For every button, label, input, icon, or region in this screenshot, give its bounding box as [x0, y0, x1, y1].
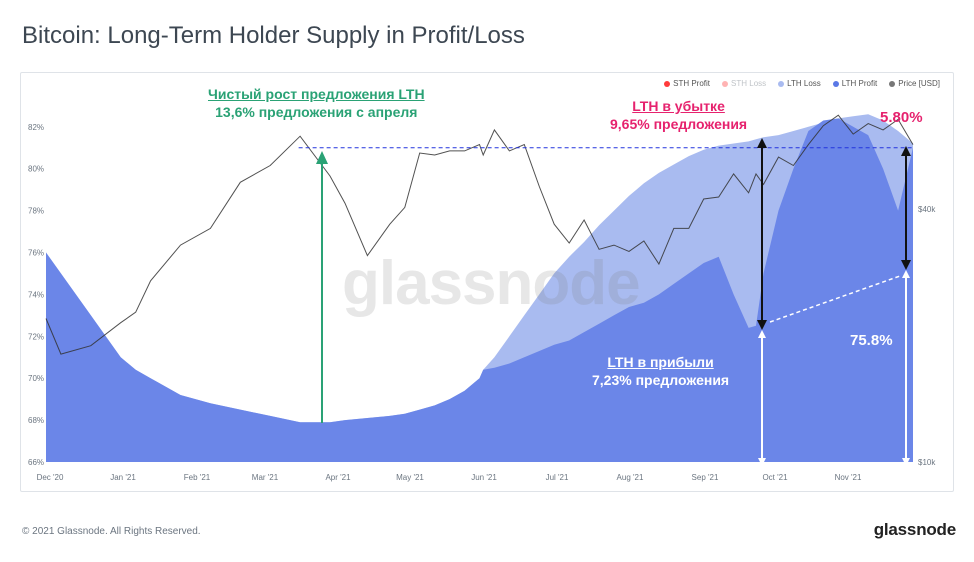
legend-label: Price [USD]	[898, 79, 940, 88]
y-tick-label: 72%	[28, 332, 44, 341]
x-tick-label: Feb '21	[184, 473, 211, 482]
profit-arrow-left-head-top-icon	[758, 330, 766, 338]
x-tick-label: Jun '21	[471, 473, 497, 482]
x-tick-label: Mar '21	[252, 473, 279, 482]
loss-arrow-left-head-top-icon	[757, 138, 767, 148]
profit-title: LTH в прибыли	[607, 354, 714, 370]
y-tick-label: 74%	[28, 290, 44, 299]
legend-item-sth-profit[interactable]: STH Profit	[664, 79, 710, 88]
watermark: glassnode	[342, 249, 641, 318]
legend-dot-icon	[832, 80, 839, 87]
x-tick-label: Nov '21	[835, 473, 862, 482]
profit-arrow-left-head-bottom-icon	[758, 458, 766, 466]
profit-value: 7,23% предложения	[592, 372, 730, 388]
series-price-line	[45, 114, 914, 355]
x-tick-label: Jul '21	[546, 473, 569, 482]
loss-value: 9,65% предложения	[610, 116, 748, 132]
legend-dot-icon	[889, 80, 896, 87]
profit-percent-label: 75.8%	[850, 332, 893, 349]
legend-dot-icon	[664, 80, 671, 87]
y-tick-label: 66%	[28, 458, 44, 467]
y-tick-label: 76%	[28, 248, 44, 257]
y-tick-label: 68%	[28, 416, 44, 425]
legend-label: STH Loss	[731, 79, 767, 88]
profit-arrow-right-head-bottom-icon	[902, 458, 910, 466]
legend-label: LTH Profit	[841, 79, 878, 88]
legend-item-sth-loss[interactable]: STH Loss	[722, 79, 766, 88]
legend-item-lth-loss[interactable]: LTH Loss	[778, 79, 821, 88]
net-growth-value: 13,6% предложения с апреля	[215, 104, 418, 120]
loss-title: LTH в убытке	[632, 98, 725, 114]
x-tick-label: Oct '21	[762, 473, 788, 482]
y-tick-label: 70%	[28, 374, 44, 383]
profit-arrow-right-head-top-icon	[902, 270, 910, 278]
loss-arrow-right-head-bottom-icon	[901, 260, 911, 270]
x-tick-label: Dec '20	[37, 473, 64, 482]
footer-copyright: © 2021 Glassnode. All Rights Reserved.	[22, 526, 201, 537]
x-tick-label: Sep '21	[692, 473, 719, 482]
profit-annotation: LTH в прибыли 7,23% предложения	[592, 354, 729, 388]
x-tick-label: Jan '21	[110, 473, 136, 482]
legend-label: LTH Loss	[787, 79, 821, 88]
legend-dot-icon	[778, 80, 785, 87]
x-tick-label: Apr '21	[325, 473, 351, 482]
chart-legend: STH Profit STH Loss LTH Loss LTH Profit …	[664, 79, 940, 88]
legend-item-lth-profit[interactable]: LTH Profit	[832, 79, 878, 88]
loss-arrow-left-head-bottom-icon	[757, 320, 767, 330]
profit-connector-dashed-line	[769, 275, 901, 323]
legend-label: STH Profit	[673, 79, 711, 88]
net-growth-annotation: Чистый рост предложения LTH 13,6% предло…	[208, 86, 425, 120]
y-tick-label: 80%	[28, 165, 44, 174]
page-title: Bitcoin: Long-Term Holder Supply in Prof…	[22, 22, 525, 49]
series-lth-profit-area	[46, 118, 913, 463]
legend-item-price[interactable]: Price [USD]	[889, 79, 940, 88]
net-growth-arrowhead-icon	[316, 151, 328, 164]
y-right-tick-label: $40k	[918, 205, 936, 214]
y-tick-label: 82%	[28, 123, 44, 132]
chart-frame	[20, 72, 954, 492]
y-tick-label: 78%	[28, 207, 44, 216]
legend-dot-icon	[722, 80, 729, 87]
net-growth-title: Чистый рост предложения LTH	[208, 86, 425, 102]
footer-logo: glassnode	[873, 520, 956, 539]
loss-percent-label: 5.80%	[880, 109, 923, 126]
loss-arrow-right-head-top-icon	[901, 146, 911, 156]
y-right-tick-label: $10k	[918, 458, 936, 467]
loss-annotation: LTH в убытке 9,65% предложения	[610, 98, 747, 132]
x-tick-label: Aug '21	[617, 473, 644, 482]
x-tick-label: May '21	[396, 473, 424, 482]
